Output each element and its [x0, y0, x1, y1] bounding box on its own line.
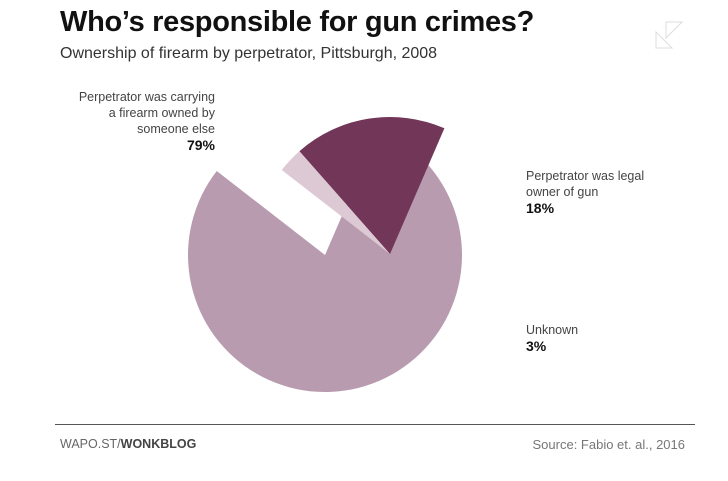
slice-label-text: Unknown	[526, 323, 579, 337]
footer-credit[interactable]: WAPO.ST/WONKBLOG	[60, 437, 196, 451]
slice-label-1: Perpetrator was legal owner of gun 18%	[526, 168, 656, 216]
slice-value-label: 79%	[186, 137, 215, 153]
slice-label-2: Unknown 3%	[526, 322, 626, 354]
chart-title: Who’s responsible for gun crimes?	[60, 6, 535, 38]
slice-label-0: Perpetrator was carrying a firearm owned…	[70, 89, 215, 153]
pie-slice-1	[299, 116, 445, 254]
pie-slice-2	[281, 151, 390, 254]
chart-subtitle: Ownership of firearm by perpetrator, Pit…	[60, 45, 438, 62]
slice-value-label: 3%	[526, 338, 547, 354]
slice-label-text: Perpetrator was legal owner of gun	[526, 169, 645, 199]
footer-source: Source: Fabio et. al., 2016	[532, 437, 685, 452]
footer-divider	[55, 424, 695, 425]
slice-label-text: Perpetrator was carrying a firearm owned…	[78, 90, 215, 136]
credit-prefix: WAPO.ST/	[60, 437, 121, 451]
slice-value-label: 18%	[526, 200, 555, 216]
credit-bold: WONKBLOG	[120, 437, 197, 451]
